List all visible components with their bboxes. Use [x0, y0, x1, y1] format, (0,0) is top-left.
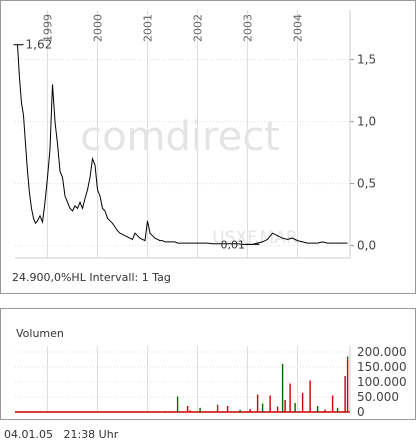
footer-timestamp: 04.01.05 21:38 Uhr [4, 428, 118, 441]
volume-bar [284, 400, 286, 412]
y-tick-label: 1,5 [357, 53, 376, 67]
volume-bars [164, 356, 349, 412]
volume-bar [294, 403, 296, 412]
volume-bar [186, 406, 189, 412]
volume-y-tick-label: 100.000 [357, 375, 407, 389]
volume-bar [249, 409, 251, 412]
volume-bar [289, 383, 291, 412]
volume-bar [281, 364, 284, 412]
volume-bar [331, 395, 334, 412]
volume-bar [176, 396, 179, 412]
volume-bar [199, 407, 201, 412]
min-annotation: 0,01 [221, 238, 246, 251]
volume-bar [256, 394, 259, 412]
y-tick-labels: 0,0 0,5 1,0 1,5 [357, 53, 376, 253]
x-tick-label: 2001 [142, 14, 155, 42]
volume-bar [239, 409, 241, 412]
volume-bar [309, 380, 311, 412]
watermark-symbol: USXF.MAR [212, 228, 298, 248]
volume-bar [164, 411, 166, 412]
volume-bar [344, 376, 346, 412]
footer-date: 04.01.05 [4, 428, 53, 441]
volume-title: Volumen [16, 327, 64, 340]
x-tick-label: 1999 [42, 14, 55, 42]
price-series-line [17, 44, 348, 245]
price-chart: comdirect USXF.MAR 0,0 0,5 1,0 1,5 1999 2000… [0, 0, 416, 294]
price-chart-frame [0, 0, 416, 294]
max-annotation: 1,62 [26, 38, 53, 52]
footer-time: 21:38 Uhr [63, 428, 119, 441]
x-grid [47, 10, 298, 258]
volume-y-tick-label: 50.000 [357, 390, 399, 404]
x-tick-labels: 1999 2000 2001 2002 2003 2004 [42, 14, 305, 42]
watermark-text: comdirect [80, 114, 280, 160]
volume-bar [346, 356, 349, 412]
annotations: 1,62 0,01 [13, 38, 260, 251]
y-tick-label: 0,5 [357, 177, 376, 191]
volume-chart-frame [0, 308, 416, 420]
volume-bar [316, 406, 319, 412]
volume-bar [301, 392, 304, 412]
x-tick-label: 2004 [292, 14, 305, 42]
volume-bar [336, 407, 339, 412]
volume-bar [189, 410, 191, 412]
x-tick-label: 2000 [92, 14, 105, 42]
interval-info: 24.900,0%HL Intervall: 1 Tag [12, 271, 171, 284]
x-tick-label: 2002 [192, 14, 205, 42]
volume-bar [226, 406, 229, 412]
volume-bar [216, 404, 219, 412]
x-tick-label: 2003 [242, 14, 255, 42]
volume-bar [269, 395, 271, 412]
volume-y-tick-label: 150.000 [357, 360, 407, 374]
y-grid [15, 59, 354, 247]
y-tick-label: 1,0 [357, 115, 376, 129]
volume-bar [324, 409, 326, 412]
volume-y-tick-label: 0 [357, 405, 365, 419]
y-tick-label: 0,0 [357, 239, 376, 253]
volume-bar [261, 403, 264, 412]
volume-y-tick-label: 200.000 [357, 345, 407, 359]
volume-bar [276, 406, 279, 412]
volume-x-grid [47, 346, 298, 412]
